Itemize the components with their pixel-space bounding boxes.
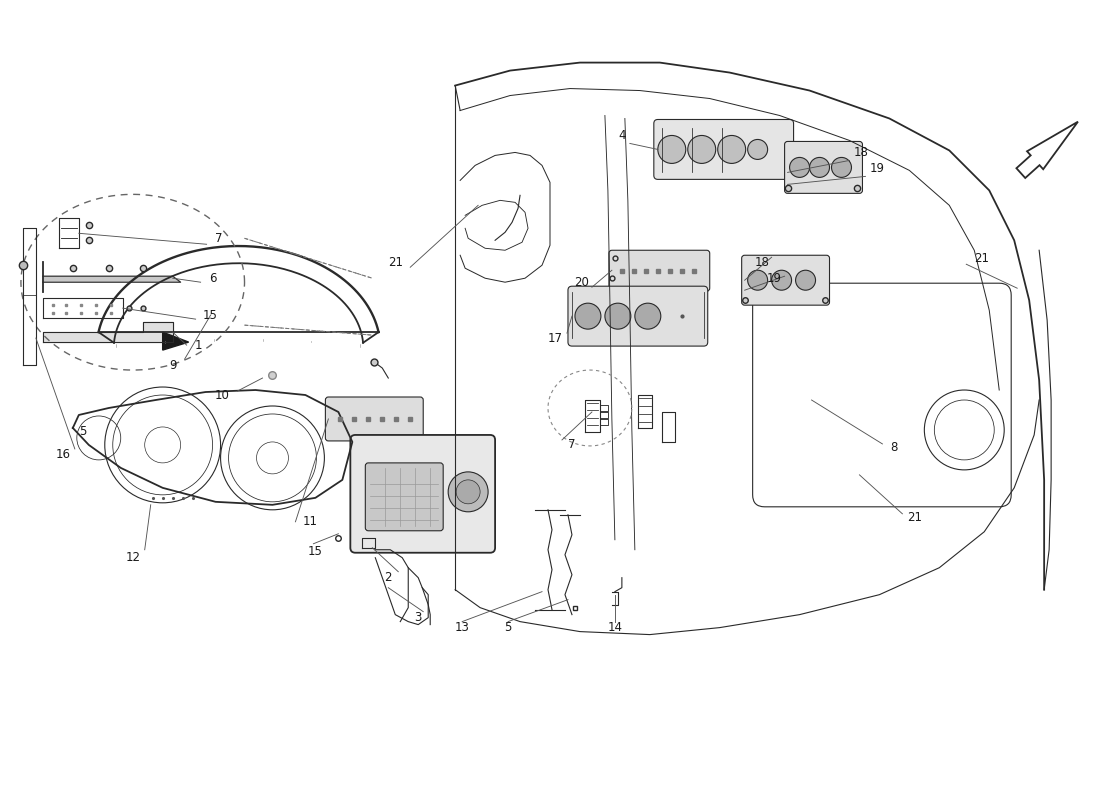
Text: 15: 15	[308, 546, 322, 558]
FancyBboxPatch shape	[326, 397, 424, 441]
Text: 18: 18	[755, 256, 769, 269]
Text: 19: 19	[767, 272, 782, 285]
Text: 17: 17	[548, 332, 562, 345]
Text: 10: 10	[216, 389, 230, 402]
Circle shape	[448, 472, 488, 512]
Circle shape	[456, 480, 480, 504]
Circle shape	[748, 139, 768, 159]
Circle shape	[790, 158, 810, 178]
FancyBboxPatch shape	[784, 142, 862, 194]
Text: 4: 4	[618, 129, 626, 142]
Text: 5: 5	[79, 426, 87, 438]
Text: 8: 8	[891, 442, 898, 454]
Text: 1: 1	[195, 338, 202, 351]
Text: 14: 14	[607, 621, 623, 634]
Circle shape	[771, 270, 792, 290]
Text: 21: 21	[974, 252, 989, 265]
Text: 21: 21	[388, 256, 403, 269]
Circle shape	[658, 135, 685, 163]
FancyBboxPatch shape	[741, 255, 829, 305]
Circle shape	[688, 135, 716, 163]
FancyBboxPatch shape	[350, 435, 495, 553]
Circle shape	[575, 303, 601, 329]
FancyBboxPatch shape	[365, 463, 443, 530]
Text: 12: 12	[125, 551, 140, 564]
Polygon shape	[43, 276, 180, 282]
Polygon shape	[998, 118, 1064, 192]
Text: 19: 19	[870, 162, 884, 175]
Text: 7: 7	[214, 232, 222, 245]
Text: 18: 18	[854, 146, 869, 159]
Polygon shape	[43, 322, 173, 342]
Circle shape	[635, 303, 661, 329]
Circle shape	[810, 158, 829, 178]
Polygon shape	[163, 332, 188, 350]
Text: 2: 2	[385, 571, 392, 584]
Text: 7: 7	[569, 438, 575, 451]
FancyBboxPatch shape	[653, 119, 793, 179]
Polygon shape	[1004, 122, 1074, 208]
Text: 13: 13	[454, 621, 470, 634]
Text: 3: 3	[415, 611, 422, 624]
Text: 15: 15	[204, 309, 218, 322]
Text: 11: 11	[302, 515, 318, 528]
Text: 6: 6	[209, 272, 217, 285]
Text: 9: 9	[169, 358, 176, 371]
Circle shape	[832, 158, 851, 178]
FancyBboxPatch shape	[568, 286, 707, 346]
Text: 5: 5	[505, 621, 512, 634]
FancyBboxPatch shape	[609, 250, 710, 291]
Text: 21: 21	[906, 511, 922, 524]
Text: 20: 20	[574, 276, 590, 289]
Text: 16: 16	[55, 449, 70, 462]
Circle shape	[605, 303, 631, 329]
Circle shape	[795, 270, 815, 290]
Circle shape	[717, 135, 746, 163]
Polygon shape	[1016, 122, 1078, 178]
Circle shape	[748, 270, 768, 290]
